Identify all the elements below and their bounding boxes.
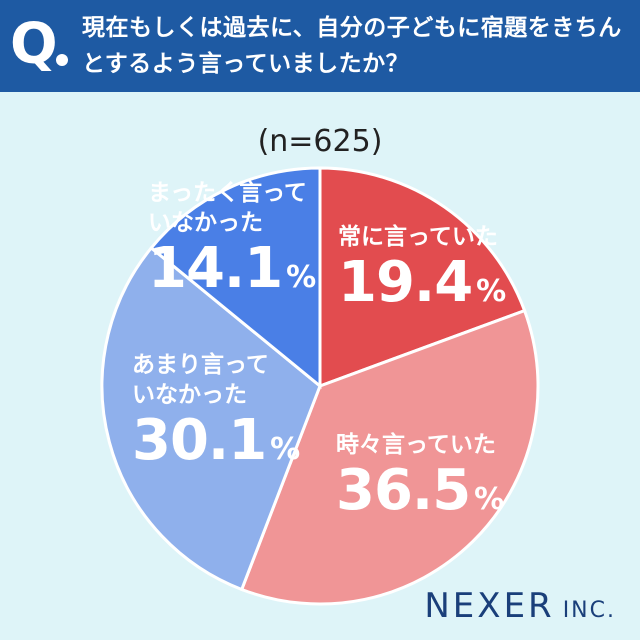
slice-value-sometimes: 36.5% [336,458,504,523]
slice-category-always: 常に言っていた [338,224,498,250]
slice-label-sometimes: 時々言っていた 36.5% [336,430,504,531]
logo-sub-text: INC. [562,598,616,623]
q-dot-icon [56,54,68,66]
pie-slice-never [149,166,322,390]
pie-slice-always [318,166,527,389]
slice-category-sometimes: 時々言っていた [336,432,496,458]
company-logo: NEXER INC. [424,586,616,626]
q-mark: Q [10,12,58,77]
slice-label-never: まったく言っていなかった 14.1% [148,178,318,309]
slice-category-rarely: あまり言っていなかった [132,352,269,408]
slice-label-always: 常に言っていた 19.4% [338,222,506,323]
slice-label-rarely: あまり言っていなかった 30.1% [132,350,302,481]
pie-slice-rarely [100,245,322,592]
slice-category-never: まったく言っていなかった [148,180,307,236]
pie-slice-sometimes [239,308,540,606]
question-header: Q 現在もしくは過去に、自分の子どもに宿題をきちんとするよう言っていましたか？ [0,0,640,92]
slice-value-never: 14.1% [148,236,316,301]
question-text: 現在もしくは過去に、自分の子どもに宿題をきちんとするよう言っていましたか？ [82,15,622,77]
slice-value-rarely: 30.1% [132,408,300,473]
slice-value-always: 19.4% [338,250,506,315]
logo-main-text: NEXER [424,586,555,626]
sample-size: (n=625) [257,124,383,159]
